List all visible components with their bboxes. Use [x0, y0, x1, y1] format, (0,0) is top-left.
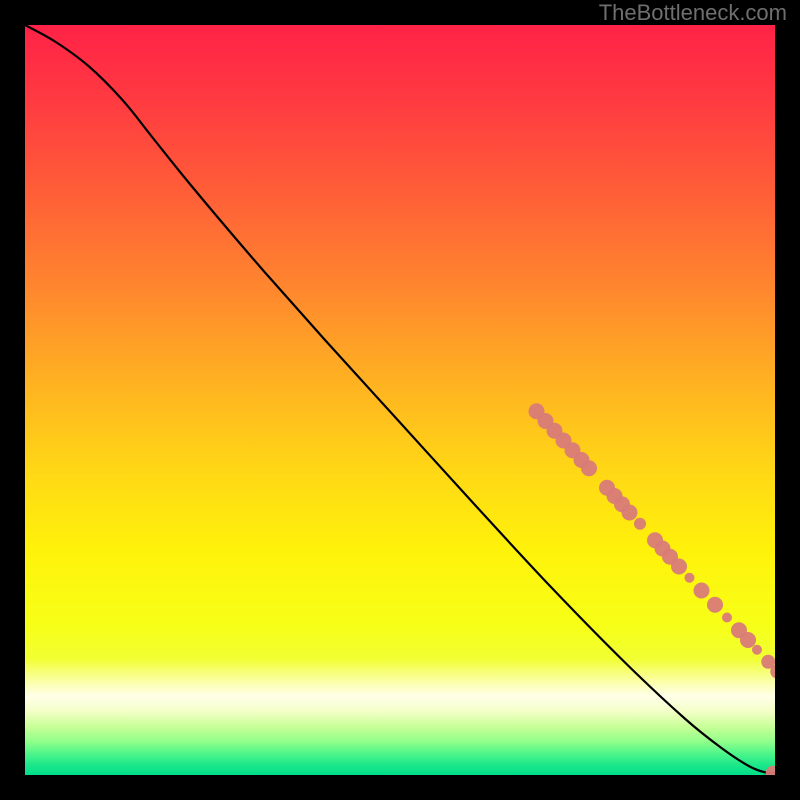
chart-stage: TheBottleneck.com [0, 0, 800, 800]
data-marker [634, 518, 646, 530]
data-marker [752, 645, 762, 655]
data-marker [722, 613, 732, 623]
data-marker [740, 632, 756, 648]
chart-svg [0, 0, 800, 800]
data-marker [770, 665, 784, 679]
data-marker [685, 573, 695, 583]
data-marker [622, 505, 638, 521]
data-marker [766, 766, 780, 780]
plot-background [25, 25, 775, 775]
data-marker [707, 597, 723, 613]
data-marker [776, 766, 790, 780]
data-marker [694, 583, 710, 599]
data-marker [671, 559, 687, 575]
data-marker [581, 460, 597, 476]
